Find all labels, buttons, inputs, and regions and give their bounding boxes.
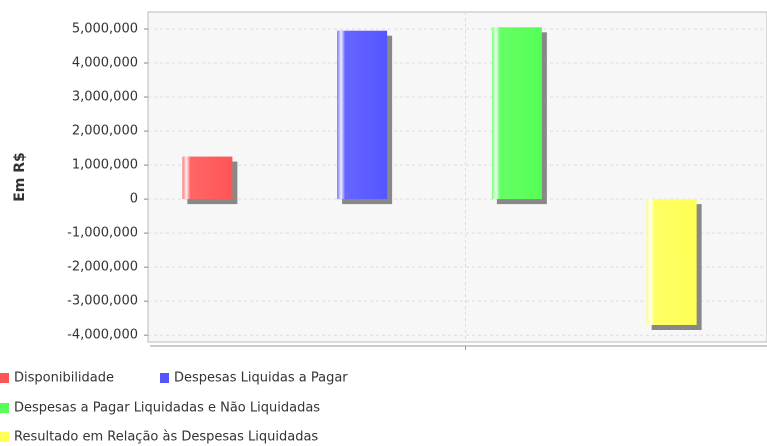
y-tick-label: 5,000,000 [72,22,138,37]
legend-swatch [0,373,9,383]
y-tick-label: -3,000,000 [67,294,138,309]
legend-swatch [0,403,9,413]
y-tick-label: 3,000,000 [72,90,138,105]
legend-label: Disponibilidade [14,371,114,386]
legend-swatch [160,373,169,383]
y-tick-label: 4,000,000 [72,56,138,71]
y-tick-label: 1,000,000 [72,158,138,173]
legend-swatch [0,432,9,442]
y-tick-label: 2,000,000 [72,124,138,139]
bar-highlight [337,30,388,200]
y-tick-label: 0 [130,192,138,207]
legend-label: Despesas a Pagar Liquidadas e Não Liquid… [14,401,320,416]
bar-highlight [491,27,542,200]
y-axis-label: Em R$ [12,152,28,202]
y-tick-label: -4,000,000 [67,328,138,343]
bar-highlight [182,156,233,200]
legend-label: Resultado em Relação às Despesas Liquida… [14,430,318,445]
legend-label: Despesas Liquidas a Pagar [174,371,348,386]
y-tick-label: -2,000,000 [67,260,138,275]
bar-highlight [646,199,697,325]
y-tick-label: -1,000,000 [67,226,138,241]
